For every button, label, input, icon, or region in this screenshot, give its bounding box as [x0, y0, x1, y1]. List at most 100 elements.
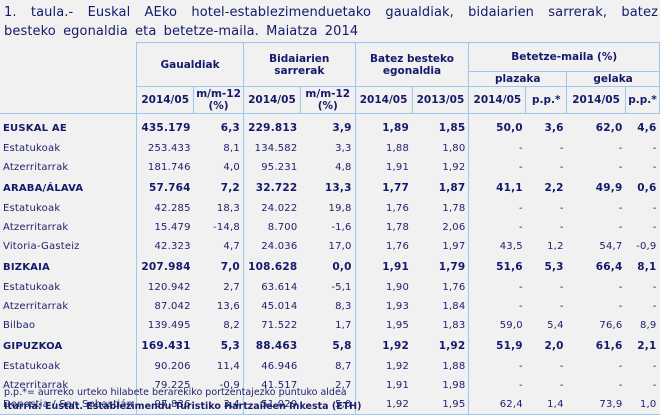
group-betetze: Betetze-maila (%) [468, 42, 660, 72]
cell-value: - [559, 361, 564, 372]
cell-value: 1,85 [412, 113, 470, 139]
row-label: Estatukoak [0, 278, 138, 297]
cell-value: -0,9 [193, 376, 244, 395]
cell-value: 2,06 [412, 218, 470, 237]
cell-value: - [518, 361, 523, 372]
cell-value: 1,93 [385, 301, 410, 312]
cell-value: - [652, 301, 657, 312]
table-row: Vitoria-Gasteiz 42.323 4,7 24.036 17,0 1,76 1,… [0, 237, 660, 256]
cell-value: 88.463 [255, 340, 298, 352]
cell-value: 181.746 [147, 162, 191, 173]
cell-value: 1,79 [412, 256, 470, 278]
cell-value: - [559, 222, 564, 233]
group-gelaka: gelaka [566, 71, 660, 87]
cell-value: 435.179 [136, 113, 194, 139]
cell-value: 2,0 [544, 340, 564, 352]
cell-value: 8,1 [193, 139, 244, 158]
cell-value: - [652, 222, 657, 233]
col-header: p.p.* [525, 86, 568, 114]
cell-value: 95.231 [261, 162, 298, 173]
cell-value: 4,8 [300, 158, 356, 177]
cell-value: 4,0 [193, 158, 244, 177]
cell-value: 1,76 [385, 241, 410, 252]
cell-value: - [652, 282, 657, 293]
cell-value: -5,1 [300, 278, 356, 297]
cell-value: 2,7 [300, 376, 356, 395]
col-header: 2013/05 [411, 86, 470, 114]
cell-value: 79.225 [154, 380, 191, 391]
cell-value: 73,9 [566, 395, 626, 415]
col-header: m/m-12 (%) [193, 86, 244, 114]
cell-value: -14,8 [193, 218, 244, 237]
table-body: EUSKAL AE 435.179 6,3 229.813 3,9 1,89 1,85 50,… [0, 113, 660, 415]
cell-value: 0,6 [637, 182, 657, 194]
cell-value: 134.582 [254, 143, 298, 154]
cell-value: 8,9 [639, 320, 657, 331]
table-title: 1. taula.- Euskal AEko hotel-establezime… [4, 5, 658, 39]
cell-value: 13,6 [193, 297, 244, 316]
row-label: ARABA/ÁLAVA [0, 177, 138, 199]
cell-value: -0,9 [636, 241, 657, 252]
cell-value: 1,76 [385, 203, 410, 214]
cell-value: 1,89 [355, 113, 413, 139]
table-row-region: BIZKAIA 207.984 7,0 108.628 0,0 1,91 1,79 51,6 5… [0, 256, 660, 278]
cell-value: - [618, 143, 623, 154]
table-row: Estatukoak 253.433 8,1 134.582 3,3 1,88 1,80 - -… [0, 139, 660, 158]
cell-value: 1,90 [385, 282, 410, 293]
table-row: Estatukoak 120.942 2,7 63.614 -5,1 1,90 1,76 - -… [0, 278, 660, 297]
cell-value: 46.946 [261, 361, 298, 372]
cell-value: 51,6 [496, 261, 523, 273]
table-row-region: EUSKAL AE 435.179 6,3 229.813 3,9 1,89 1,85 50,… [0, 113, 660, 139]
row-label: Estatukoak [0, 357, 138, 376]
col-header: m/m-12 (%) [299, 86, 356, 114]
group-plazaka: plazaka [468, 71, 568, 87]
col-header: 2014/05 [566, 86, 626, 114]
cell-value: 63.614 [261, 282, 298, 293]
corner-cell [0, 42, 138, 114]
cell-value: 1,83 [412, 316, 470, 335]
cell-value: 0,0 [300, 256, 356, 278]
table-row: Estatukoak 42.285 18,3 24.022 19,8 1,76 1,78 - -… [0, 199, 660, 218]
cell-value: - [518, 143, 523, 154]
cell-value: 5,3 [544, 261, 564, 273]
row-label: Atzerritarrak [0, 297, 138, 316]
cell-value: - [618, 222, 623, 233]
cell-value: - [618, 361, 623, 372]
cell-value: 62,4 [468, 395, 526, 415]
cell-value: - [618, 203, 623, 214]
cell-value: 5,8 [300, 335, 356, 357]
cell-value: 17,0 [300, 237, 356, 256]
cell-value: 8,2 [193, 316, 244, 335]
cell-value: - [652, 143, 657, 154]
cell-value: 15.479 [154, 222, 191, 233]
cell-value: 2,7 [193, 278, 244, 297]
cell-value: 3,6 [525, 113, 567, 139]
cell-value: 1,91 [385, 162, 410, 173]
cell-value: 66,4 [595, 261, 623, 273]
cell-value: 120.942 [147, 282, 191, 293]
cell-value: 1,91 [382, 261, 410, 273]
group-egonaldia: Batez besteko egonaldia [354, 42, 470, 87]
table-row: Atzerritarrak 181.746 4,0 95.231 4,8 1,91 1,92… [0, 158, 660, 177]
col-header: 2014/05 [354, 86, 413, 114]
cell-value: 24.036 [261, 241, 298, 252]
group-sarrerak: Bidaiarien sarrerak [242, 42, 356, 87]
cell-value: 24.022 [261, 203, 298, 214]
cell-value: 229.813 [243, 113, 301, 139]
table-row: Bilbao 139.495 8,2 71.522 1,7 1,95 1,83 59,0 5,4… [0, 316, 660, 335]
row-label: EUSKAL AE [0, 113, 138, 139]
cell-value: - [559, 203, 564, 214]
cell-value: 1,76 [412, 278, 470, 297]
row-label: Atzerritarrak [0, 158, 138, 177]
cell-value: - [559, 162, 564, 173]
cell-value: 32.722 [255, 182, 298, 194]
cell-value: 45.014 [261, 301, 298, 312]
cell-value: - [518, 203, 523, 214]
cell-value: 6,3 [193, 113, 244, 139]
cell-value: 1,78 [385, 222, 410, 233]
row-label: Atzerritarrak [0, 376, 138, 395]
cell-value: 1,80 [412, 139, 470, 158]
cell-value: 108.628 [248, 261, 298, 273]
table-row-region: ARABA/ÁLAVA 57.764 7,2 32.722 13,3 1,77 1,87 41… [0, 177, 660, 199]
row-label: Atzerritarrak [0, 218, 138, 237]
